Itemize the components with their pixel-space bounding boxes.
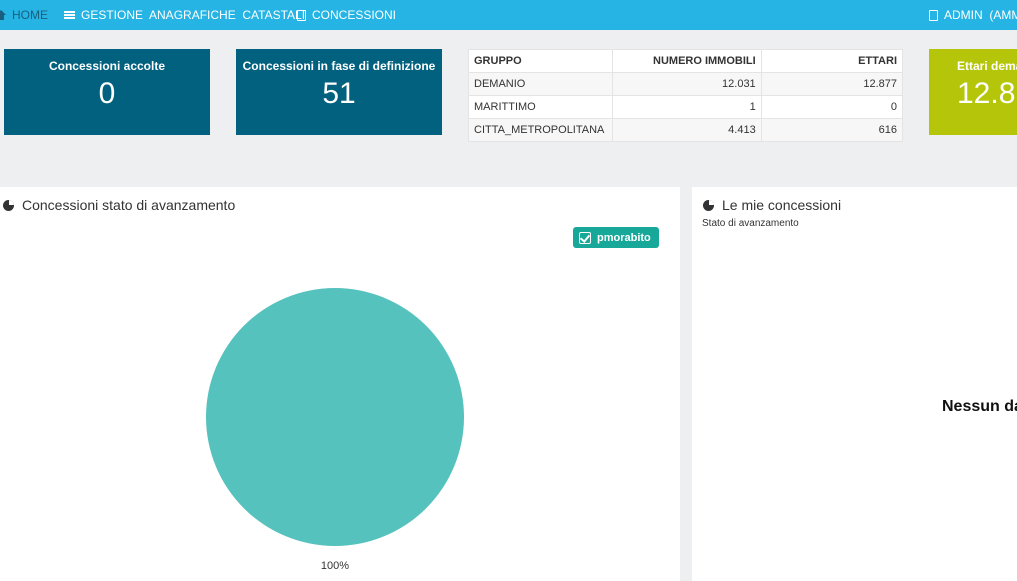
pie-slice[interactable] xyxy=(206,288,464,546)
table-cell: CITTA_METROPOLITANA xyxy=(468,118,613,142)
stat-value: 0 xyxy=(98,77,116,110)
column-header-ettari[interactable]: ETTARI xyxy=(760,49,904,73)
stat-card-accolte: Concessioni accolte 0 xyxy=(4,49,210,135)
nav-concessioni[interactable]: CONCESSIONI xyxy=(297,0,396,30)
pie-chart xyxy=(206,288,464,546)
stat-card-ettari: Ettari dema 12.8 xyxy=(929,49,1017,135)
nav-gestione-label: GESTIONE ANAGRAFICHE CATASTALI xyxy=(81,8,306,22)
table-cell: DEMANIO xyxy=(468,72,613,96)
table-row: DEMANIO 12.031 12.877 xyxy=(468,72,904,96)
menu-icon xyxy=(64,11,75,19)
stat-label: Ettari dema xyxy=(957,59,1017,73)
table-header-row: GRUPPO NUMERO IMMOBILI ETTARI xyxy=(468,49,904,73)
panel-le-mie-concessioni: Le mie concessioni Stato di avanzamento … xyxy=(692,187,1017,581)
pie-chart-icon xyxy=(703,199,714,211)
stat-label: Concessioni in fase di definizione xyxy=(242,59,436,73)
nav-gestione-anagrafiche[interactable]: GESTIONE ANAGRAFICHE CATASTALI xyxy=(64,0,305,30)
pie-slice-label: 100% xyxy=(320,560,350,572)
panel-title-text: Le mie concessioni xyxy=(722,197,842,213)
table-cell: 12.877 xyxy=(760,72,904,96)
table-cell: MARITTIMO xyxy=(468,95,613,119)
home-icon xyxy=(0,10,6,20)
user-badge-label: pmorabito xyxy=(597,231,651,244)
panel-title: Le mie concessioni xyxy=(703,197,841,213)
pie-chart-icon xyxy=(3,199,14,211)
user-filter-badge[interactable]: pmorabito xyxy=(573,227,659,248)
document-icon xyxy=(297,9,306,21)
stat-value: 12.8 xyxy=(957,77,1016,110)
table-cell: 616 xyxy=(760,118,904,142)
nav-concessioni-label: CONCESSIONI xyxy=(312,8,397,22)
stat-card-definizione: Concessioni in fase di definizione 51 xyxy=(236,49,442,135)
panel-subtitle: Stato di avanzamento xyxy=(702,218,799,229)
stat-value: 51 xyxy=(322,77,356,110)
group-table: GRUPPO NUMERO IMMOBILI ETTARI DEMANIO 12… xyxy=(468,49,904,142)
stat-label: Concessioni accolte xyxy=(48,59,166,73)
checkbox-checked-icon xyxy=(579,231,591,244)
table-row: MARITTIMO 1 0 xyxy=(468,95,904,119)
panel-title: Concessioni stato di avanzamento xyxy=(3,197,235,213)
panel-stato-avanzamento: Concessioni stato di avanzamento pmorabi… xyxy=(0,187,680,581)
nav-home[interactable]: HOME xyxy=(0,0,48,30)
nav-user-label: ADMIN (AMM xyxy=(944,8,1017,22)
table-cell: 12.031 xyxy=(611,72,762,96)
table-row: CITTA_METROPOLITANA 4.413 616 xyxy=(468,118,904,142)
table-cell: 4.413 xyxy=(611,118,762,142)
table-cell: 0 xyxy=(760,95,904,119)
panel-title-text: Concessioni stato di avanzamento xyxy=(22,197,236,213)
nav-home-label: HOME xyxy=(12,8,48,22)
top-navbar: HOME GESTIONE ANAGRAFICHE CATASTALI CONC… xyxy=(0,0,1017,30)
no-data-message: Nessun da xyxy=(942,398,1017,415)
column-header-gruppo[interactable]: GRUPPO xyxy=(468,49,613,73)
user-document-icon xyxy=(929,9,938,21)
nav-user-menu[interactable]: ADMIN (AMM xyxy=(929,0,1017,30)
table-cell: 1 xyxy=(611,95,762,119)
column-header-numero-immobili[interactable]: NUMERO IMMOBILI xyxy=(611,49,762,73)
